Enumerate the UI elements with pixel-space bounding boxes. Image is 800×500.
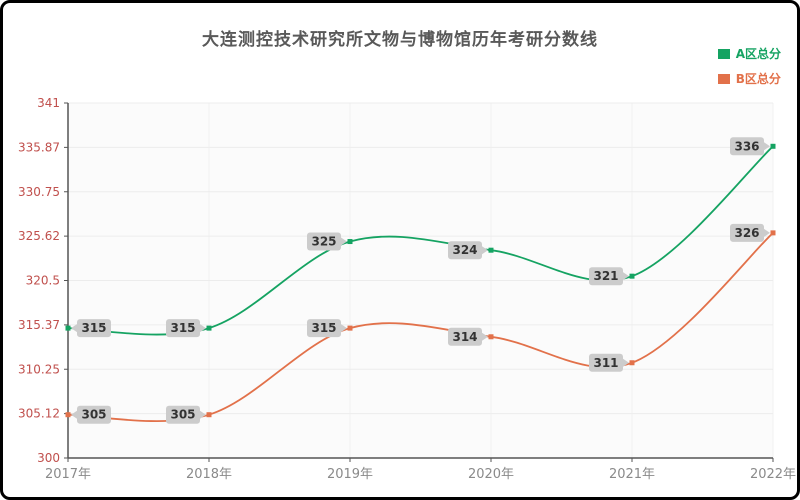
legend-item-b[interactable]: B区总分 <box>717 70 781 87</box>
data-label-box <box>307 319 341 338</box>
data-label-pointer <box>200 324 206 333</box>
data-label: 321 <box>593 269 618 283</box>
y-tick-label: 335.87 <box>18 140 60 154</box>
legend-item-a[interactable]: A区总分 <box>717 45 781 62</box>
data-label-box <box>589 353 623 372</box>
data-label: 315 <box>311 321 336 335</box>
data-label: 325 <box>311 235 336 249</box>
data-point <box>488 334 494 340</box>
legend: A区总分 B区总分 <box>717 45 781 87</box>
data-label-pointer <box>482 332 488 341</box>
data-label-box <box>77 319 111 338</box>
legend-label-a: A区总分 <box>735 47 781 61</box>
data-point <box>65 325 71 331</box>
y-tick-label: 330.75 <box>18 185 60 199</box>
page-title: 大连测控技术研究所文物与博物馆历年考研分数线 <box>202 30 598 50</box>
y-tick-label: 325.62 <box>18 229 60 243</box>
data-label-pointer <box>341 237 347 246</box>
data-label-box <box>77 405 111 424</box>
data-label: 326 <box>734 226 759 240</box>
data-label-pointer <box>341 324 347 333</box>
data-label-pointer <box>71 324 77 333</box>
data-label-pointer <box>71 410 77 419</box>
data-label-pointer <box>623 272 629 281</box>
x-tick-label: 2022年 <box>750 467 796 482</box>
legend-label-b: B区总分 <box>735 72 781 86</box>
y-tick-label: 341 <box>37 96 60 110</box>
data-label-box <box>166 319 200 338</box>
data-label: 324 <box>452 243 477 257</box>
data-point <box>347 239 353 245</box>
data-label: 315 <box>170 321 195 335</box>
x-tick-label: 2017年 <box>45 467 91 482</box>
data-label-box <box>730 137 764 156</box>
data-point <box>65 412 71 418</box>
data-label-box <box>307 232 341 251</box>
data-label-pointer <box>200 410 206 419</box>
y-tick-label: 310.25 <box>18 362 60 376</box>
data-label-box <box>448 327 482 346</box>
x-tick-label: 2020年 <box>468 467 514 482</box>
data-label-box <box>730 223 764 242</box>
legend-swatch-a-icon <box>717 48 730 59</box>
x-tick-label: 2019年 <box>327 467 373 482</box>
legend-swatch-b-icon <box>717 73 730 84</box>
data-label-box <box>589 267 623 286</box>
data-label-pointer <box>764 228 770 237</box>
data-point <box>629 273 635 279</box>
data-point <box>629 360 635 366</box>
data-label-pointer <box>623 358 629 367</box>
data-point <box>347 325 353 331</box>
x-tick-label: 2021年 <box>609 467 655 482</box>
data-point <box>206 325 212 331</box>
data-point <box>206 412 212 418</box>
data-label: 336 <box>734 139 759 153</box>
data-label: 315 <box>81 321 106 335</box>
data-label: 314 <box>452 330 477 344</box>
data-label-pointer <box>482 246 488 255</box>
data-point <box>770 143 776 149</box>
data-label-pointer <box>764 142 770 151</box>
y-tick-label: 300 <box>37 451 60 465</box>
data-label-box <box>448 241 482 260</box>
data-label: 311 <box>593 356 618 370</box>
y-tick-label: 315.37 <box>18 318 60 332</box>
data-point <box>488 247 494 253</box>
data-label: 305 <box>170 408 195 422</box>
y-tick-label: 305.12 <box>18 407 60 421</box>
line-chart: 300 305.12 310.25 315.37 320.5 325.62 330.75 33… <box>18 96 796 482</box>
x-tick-label: 2018年 <box>186 467 232 482</box>
data-point <box>770 230 776 236</box>
data-label-box <box>166 405 200 424</box>
y-tick-label: 320.5 <box>26 274 60 288</box>
data-label: 305 <box>81 408 106 422</box>
